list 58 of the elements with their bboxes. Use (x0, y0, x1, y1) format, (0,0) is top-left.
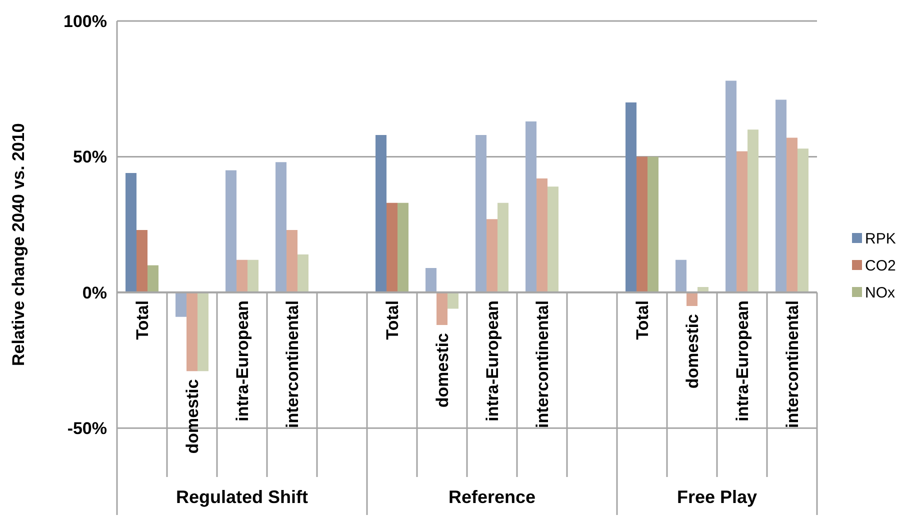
y-axis-title: Relative change 2040 vs. 2010 (9, 123, 28, 366)
annotation: Free Play (676, 487, 758, 507)
bar (376, 135, 386, 292)
x-tick-label: intra-European (732, 300, 752, 422)
x-tick-label: domestic (432, 333, 452, 408)
legend-label: RPK (865, 230, 896, 248)
bar (176, 292, 186, 317)
annotation: Reference (448, 487, 536, 507)
bar (686, 292, 698, 306)
bar (736, 151, 748, 292)
bar (386, 202, 398, 292)
bar (186, 292, 198, 372)
bar (636, 156, 648, 292)
bar (648, 156, 658, 292)
x-tick-label: intercontinental (532, 300, 552, 428)
x-tick-label: intercontinental (782, 300, 802, 428)
bar (548, 186, 558, 292)
bar (536, 178, 548, 292)
bar (436, 292, 448, 325)
x-tick-label: domestic (682, 314, 702, 389)
bar (426, 268, 436, 292)
bar (798, 148, 808, 292)
bar (276, 162, 286, 292)
bar (526, 121, 536, 292)
bar (776, 100, 786, 292)
bar (676, 260, 686, 292)
x-tick-label: intra-European (232, 300, 252, 422)
x-tick-label: intercontinental (282, 300, 302, 428)
bar (198, 292, 208, 372)
bar (248, 260, 258, 292)
bar (298, 254, 308, 292)
bar (286, 230, 298, 292)
x-tick-label: Total (382, 300, 402, 340)
x-tick-label: Total (632, 300, 652, 340)
bar (126, 173, 136, 292)
annotation: Regulated Shift (176, 487, 308, 507)
bar (726, 80, 736, 292)
y-tick-label: 0% (82, 283, 107, 302)
bar (236, 260, 248, 292)
bar (498, 202, 508, 292)
bar (136, 230, 148, 292)
bar (486, 219, 498, 292)
y-tick-label: 100% (64, 12, 107, 31)
y-tick-label: -50% (67, 419, 107, 438)
legend-label: CO2 (865, 257, 896, 274)
bar (398, 202, 408, 292)
x-tick-label: Total (132, 300, 152, 340)
x-tick-label: intra-European (482, 300, 502, 422)
bar (148, 265, 158, 292)
y-tick-label: 50% (72, 148, 107, 167)
bar (626, 102, 636, 292)
bar (748, 130, 758, 292)
bar (786, 138, 798, 292)
bar (476, 135, 486, 292)
bar (226, 170, 236, 292)
legend-label: NOx (865, 284, 896, 302)
bar (448, 292, 458, 309)
x-tick-label: domestic (182, 379, 202, 454)
